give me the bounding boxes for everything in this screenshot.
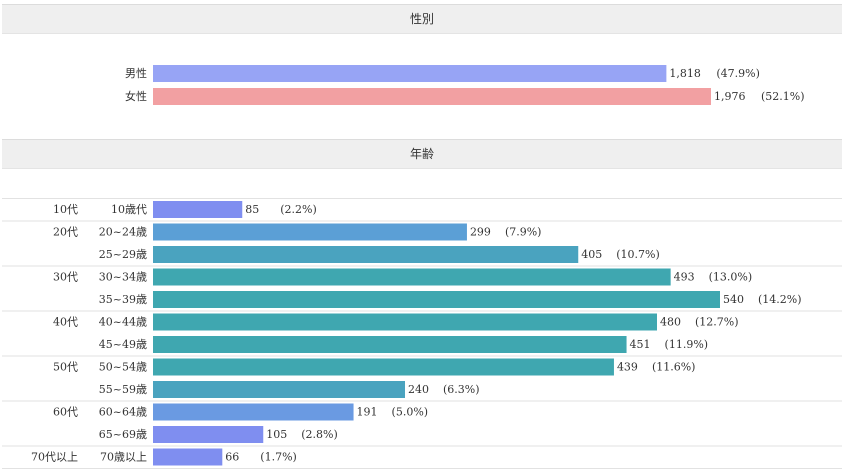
age-row-label: 20~24歳 — [99, 226, 147, 239]
age-count-label: 493 — [674, 271, 695, 284]
age-percent-label: (2.8%) — [301, 428, 338, 441]
age-count-label: 85 — [245, 203, 259, 216]
gender-percent-label: (47.9%) — [716, 67, 760, 80]
age-count-label: 191 — [357, 406, 378, 419]
age-percent-label: (11.6%) — [652, 361, 696, 374]
gender-row-label: 男性 — [125, 66, 147, 80]
age-percent-label: (10.7%) — [616, 248, 660, 261]
age-bar — [153, 246, 579, 263]
age-group-label: 40代 — [53, 316, 78, 329]
age-bar — [153, 426, 264, 443]
age-bar — [153, 291, 720, 308]
age-count-label: 105 — [266, 428, 287, 441]
age-row-label: 55~59歳 — [99, 383, 147, 396]
gender-percent-label: (52.1%) — [761, 90, 805, 103]
age-section-title: 年齢 — [409, 147, 434, 161]
age-percent-label: (11.9%) — [665, 338, 709, 351]
age-count-label: 439 — [617, 361, 638, 374]
age-group-label: 20代 — [53, 226, 78, 239]
age-count-label: 299 — [470, 226, 491, 239]
age-group-label: 70代以上 — [31, 451, 78, 464]
gender-section-title: 性別 — [409, 12, 434, 26]
age-bar — [153, 403, 354, 421]
age-count-label: 540 — [723, 293, 744, 306]
gender-bar — [153, 88, 711, 105]
age-row-label: 35~39歳 — [99, 293, 147, 306]
gender-section-header: 性別 — [2, 4, 842, 34]
gender-count-label: 1,976 — [714, 90, 746, 103]
age-count-label: 240 — [408, 383, 429, 396]
gender-row-label: 女性 — [125, 89, 147, 103]
age-row-label: 60~64歳 — [99, 406, 147, 419]
age-bar — [153, 336, 627, 353]
age-count-label: 66 — [225, 451, 239, 464]
age-percent-label: (12.7%) — [695, 316, 739, 329]
age-bar — [153, 381, 405, 398]
gender-bar — [153, 65, 667, 82]
age-percent-label: (1.7%) — [260, 451, 297, 464]
age-group-label: 60代 — [53, 406, 78, 419]
age-bar — [153, 448, 223, 466]
age-count-label: 480 — [660, 316, 681, 329]
age-bar — [153, 313, 657, 331]
age-row-label: 30~34歳 — [99, 271, 147, 284]
age-row-label: 25~29歳 — [99, 248, 147, 261]
age-row-label: 40~44歳 — [99, 316, 147, 329]
age-percent-label: (2.2%) — [280, 203, 317, 216]
age-row-label: 45~49歳 — [99, 338, 147, 351]
age-bar — [153, 358, 614, 376]
gender-count-label: 1,818 — [669, 67, 701, 80]
age-count-label: 451 — [630, 338, 651, 351]
age-group-label: 30代 — [53, 271, 78, 284]
age-bar — [153, 223, 467, 241]
age-percent-label: (5.0%) — [392, 406, 429, 419]
age-percent-label: (13.0%) — [709, 271, 753, 284]
age-row-label: 70歳以上 — [100, 451, 147, 464]
age-row-label: 50~54歳 — [99, 361, 147, 374]
age-section-header: 年齢 — [2, 139, 842, 169]
age-row-label: 10歳代 — [111, 203, 147, 216]
age-bar — [153, 201, 243, 218]
age-row-label: 65~69歳 — [99, 428, 147, 441]
age-group-label: 10代 — [53, 203, 78, 216]
age-group-label: 50代 — [53, 361, 78, 374]
age-percent-label: (7.9%) — [505, 226, 542, 239]
age-count-label: 405 — [581, 248, 602, 261]
age-percent-label: (6.3%) — [443, 383, 480, 396]
age-percent-label: (14.2%) — [758, 293, 802, 306]
age-bar — [153, 268, 671, 286]
